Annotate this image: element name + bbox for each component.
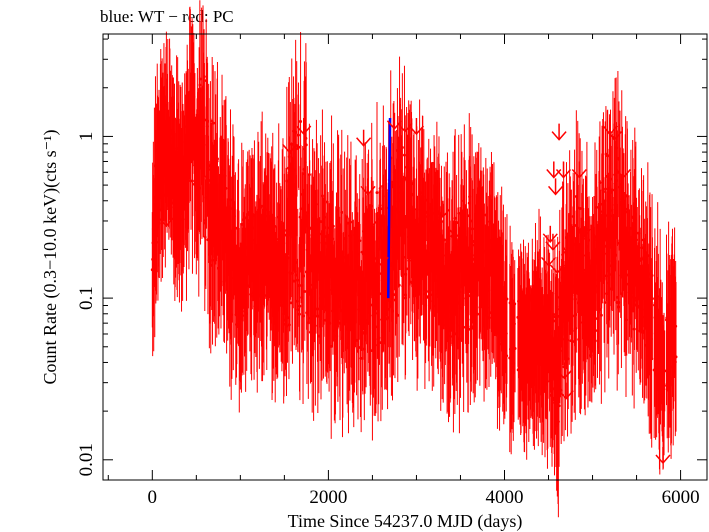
- plot-frame: [102, 33, 708, 481]
- upper-limit-arrowhead: [551, 131, 567, 141]
- upper-limit-arrowhead: [373, 256, 389, 267]
- data-point: [405, 267, 409, 271]
- upper-limit-arrowhead: [282, 143, 298, 154]
- upper-limit-arrowhead: [542, 233, 558, 243]
- y-axis-label: Count Rate (0.3−10.0 keV)(cts s⁻¹): [40, 129, 61, 384]
- upper-limit-arrowhead: [523, 292, 539, 303]
- x-tick-label: 4000: [485, 487, 523, 508]
- upper-limit-arrowhead: [386, 120, 402, 130]
- y-tick-label: 1: [76, 132, 97, 142]
- x-tick-label: 2000: [309, 487, 347, 508]
- upper-limit-arrowhead: [598, 208, 614, 218]
- data-point: [562, 247, 566, 251]
- upper-limit-arrowhead: [532, 321, 548, 331]
- wt-segment: [387, 117, 392, 299]
- data-point: [304, 143, 308, 147]
- data-point: [297, 145, 301, 149]
- upper-limit-arrowhead: [545, 241, 561, 251]
- y-tick-label: 0.01: [76, 443, 97, 476]
- upper-limit-arrowhead: [628, 292, 645, 303]
- upper-limit-arrowhead: [540, 256, 557, 267]
- upper-limit-arrowhead: [571, 168, 587, 179]
- upper-limit-arrowhead: [555, 168, 572, 179]
- upper-limit-arrowhead: [408, 125, 425, 136]
- upper-limit-arrowhead: [547, 185, 564, 196]
- upper-limit-arrowhead: [461, 241, 477, 251]
- upper-limit-arrowhead: [655, 454, 671, 465]
- data-point: [573, 223, 577, 227]
- upper-limit-arrowhead: [549, 264, 565, 274]
- y-tick-label: 0.1: [76, 286, 97, 310]
- y-axis: 0.01 0.1 1: [76, 38, 707, 476]
- upper-limit-arrowhead: [615, 168, 631, 179]
- upper-limit-arrowhead: [606, 131, 623, 141]
- x-axis-label: Time Since 54237.0 MJD (days): [288, 511, 523, 532]
- upper-limit-arrowhead: [558, 390, 574, 400]
- upper-limits-layer: [158, 112, 671, 465]
- upper-limit-arrowhead: [356, 137, 372, 147]
- x-tick-label: 6000: [662, 487, 700, 508]
- data-layer: [150, 0, 678, 518]
- x-tick-label: 0: [148, 487, 158, 508]
- upper-limit-arrowhead: [576, 228, 592, 239]
- data-point: [392, 293, 396, 297]
- upper-limit-arrowhead: [158, 217, 174, 228]
- upper-limit-arrowhead: [296, 125, 312, 136]
- x-axis: 0 2000 4000 6000: [107, 34, 700, 508]
- upper-limit-arrowhead: [364, 217, 380, 228]
- upper-limit-arrowhead: [556, 369, 572, 380]
- upper-limit-arrowhead: [435, 208, 451, 218]
- upper-limit-arrowhead: [554, 292, 570, 303]
- chart-title: blue: WT − red: PC: [100, 7, 234, 26]
- upper-limit-arrowhead: [360, 185, 376, 196]
- upper-limit-arrowhead: [448, 228, 464, 239]
- data-point: [397, 283, 401, 287]
